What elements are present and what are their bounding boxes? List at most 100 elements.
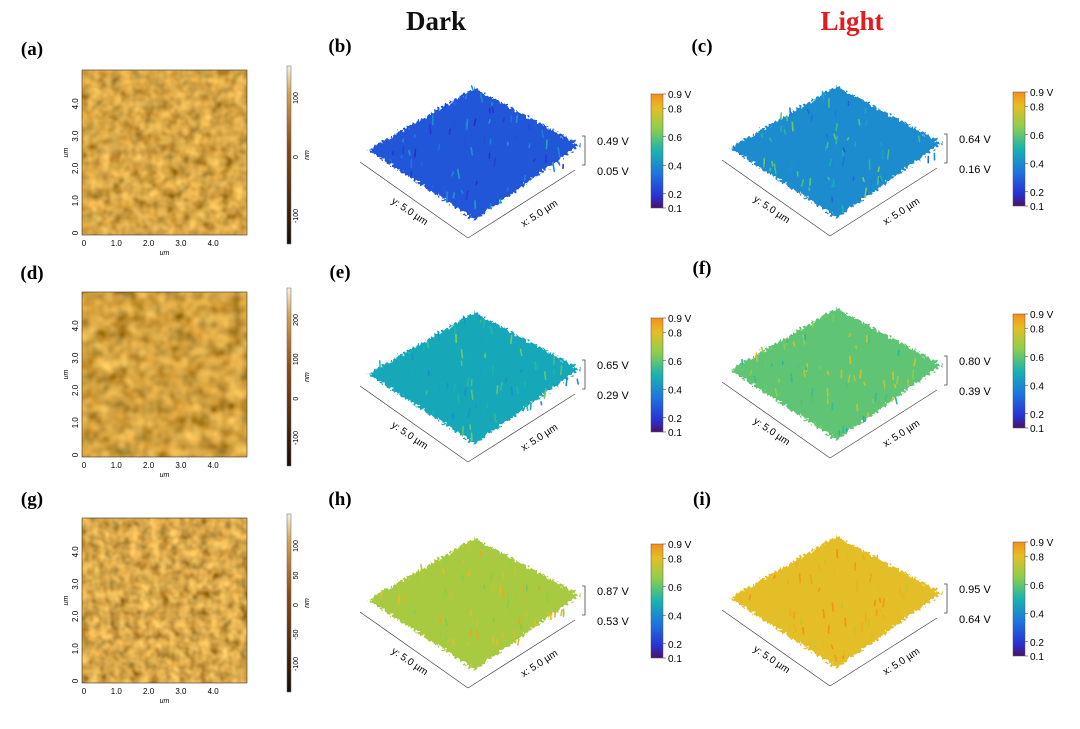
surface-peak [783,128,787,135]
height-scale-tick: 0 [293,155,300,159]
colorbar-tick-label: 0.6 [668,133,682,144]
colorbar [1012,541,1026,657]
colorbar-tick-label: 0.8 [668,328,682,339]
surface-peak [774,388,778,397]
surface-peak [400,154,403,159]
surface-peak [802,626,805,635]
surface-peak [479,365,483,377]
surface-peak [504,377,508,384]
colorbar-tick-label: 0.9 V [668,540,692,551]
z-max-label: 0.65 V [597,360,629,372]
kpfm-surface [730,536,942,668]
surface-peak [832,314,835,322]
surface-peak [857,118,861,126]
surface-peak [457,387,461,393]
panel-label: (e) [329,262,350,283]
panel-label: (g) [21,489,43,510]
afm-x-tick: 1.0 [111,687,123,696]
colorbar-tick-label: 0.4 [668,611,682,622]
y-axis-line [721,609,831,687]
colorbar [1012,91,1026,207]
colorbar-tick-label: 0.4 [1030,159,1044,170]
surface-peak [870,631,873,641]
afm-x-tick: 0 [82,461,87,470]
surface-peak [523,174,527,181]
surface-peak [846,606,850,614]
surface-peak [862,554,866,562]
surface-peak [524,596,528,604]
afm-y-unit: um [63,595,70,605]
surface-peak [897,349,900,356]
surface-peak [789,107,792,117]
surface-peak [911,369,915,380]
surface-peak [538,585,541,591]
surface-peak [790,160,793,171]
surface-peak [803,369,806,378]
surface-peak [793,587,796,594]
surface-peak [753,375,757,383]
surface-peak [813,639,816,648]
y-axis-line [359,161,469,239]
afm-x-tick: 2.0 [143,687,155,696]
height-scale-unit: nm [304,372,311,382]
x-axis-line [829,617,938,687]
surface-peak [894,397,898,405]
colorbar-tick-label: 0.8 [1030,102,1044,113]
surface-peak [896,607,899,614]
surface-peak [383,588,386,595]
surface-peak [505,611,509,617]
kpfm-panel: (f) y: 5.0 µm x: 5.0 µm 0.80 V 0.39 V 0.9 V 0.… [693,258,1054,459]
afm-image-frame [81,291,248,458]
surface-peak [841,655,845,660]
surface-peak [831,160,835,168]
surface-peak [560,609,563,617]
surface-peak [917,135,921,143]
z-max-label: 0.49 V [597,136,629,148]
colorbar [1012,313,1026,429]
y-axis-label: y: 5.0 µm [751,194,791,226]
surface-peak [876,584,880,592]
surface-peak [835,135,838,145]
afm-y-tick: 2.0 [71,384,80,396]
afm-x-tick: 2.0 [143,461,155,470]
colorbar-tick-label: 0.6 [1030,581,1044,592]
surface-peak [877,166,880,173]
surface-peak [525,404,529,412]
surface-peak [489,203,492,210]
surface-peak [397,594,401,605]
surface-peak [425,390,428,395]
y-axis-label: y: 5.0 µm [389,196,429,228]
panel-label: (a) [21,39,43,60]
surface-peak [502,117,506,123]
colorbar-tick-label: 0.6 [668,583,682,594]
surface-peak [426,341,430,349]
surface-peak [842,147,846,153]
surface-peak [479,93,484,103]
surface-peak [543,371,547,381]
surface-peak [886,149,890,160]
surface-peak [879,175,883,182]
surface-peak [862,177,865,183]
kpfm-panel: (e) y: 5.0 µm x: 5.0 µm 0.65 V 0.29 V 0.9 V 0.… [329,262,692,463]
afm-topography-image [82,518,247,683]
x-axis-label: x: 5.0 µm [519,648,560,680]
surface-peak [827,176,831,181]
surface-peak [513,630,517,638]
x-axis-line [829,167,938,237]
surface-peak [506,592,510,603]
dark-column-header: Dark [406,6,466,36]
surface-peak [760,164,763,169]
height-scale-tick: 0 [293,603,300,607]
kpfm-surface [730,308,942,440]
colorbar-tick-label: 0.2 [668,414,682,425]
afm-x-tick: 2.0 [143,239,155,248]
y-axis-line [721,159,831,237]
y-axis-label: y: 5.0 µm [389,646,429,678]
afm-x-tick: 3.0 [175,239,187,248]
surface-peak [895,375,899,385]
surface-peak [482,406,486,417]
height-scale-bar [286,65,292,245]
surface-peak [795,561,799,568]
surface-peak [788,165,792,171]
surface-peak [835,123,838,132]
